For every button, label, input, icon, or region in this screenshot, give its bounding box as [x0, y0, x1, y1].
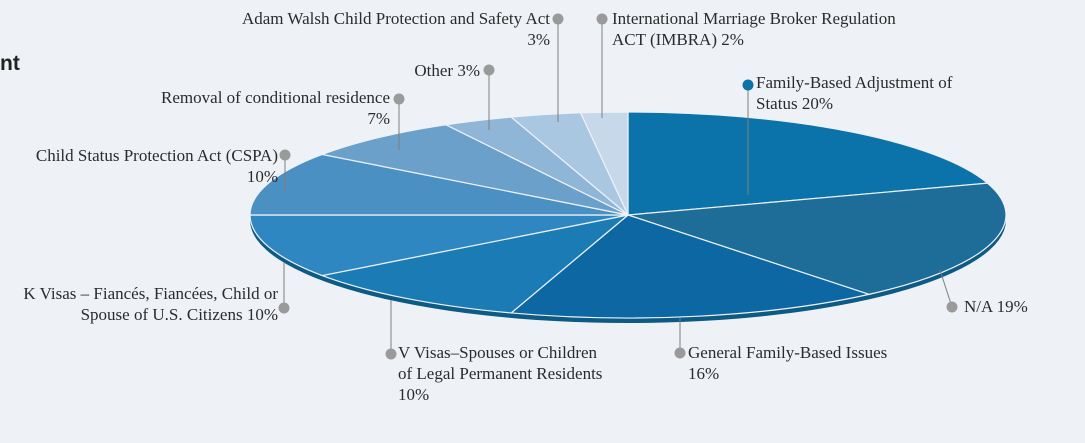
slice-label: General Family-Based Issues 16%	[688, 342, 918, 384]
leader-dot	[596, 13, 608, 25]
label-name: General Family-Based Issues	[688, 343, 888, 362]
slice-label: Adam Walsh Child Protection and Safety A…	[230, 8, 550, 50]
label-value: 20%	[801, 94, 833, 113]
label-value: 10%	[246, 305, 278, 324]
label-name: Other	[414, 61, 454, 80]
label-name: Family-Based Adjustment of Status	[756, 73, 953, 113]
leader-dot	[279, 149, 291, 161]
label-value: 7%	[367, 109, 390, 128]
pie-slice	[249, 214, 629, 277]
leader-dot	[278, 302, 290, 314]
label-name: K Visas – Fiancés, Fiancées, Child or Sp…	[23, 284, 278, 324]
slice-label: Removal of conditional residence 7%	[140, 87, 390, 129]
label-value: 3%	[457, 61, 480, 80]
leader-dot	[742, 79, 754, 91]
slice-label: N/A 19%	[964, 296, 1084, 317]
label-value: 3%	[527, 30, 550, 49]
label-value: 2%	[721, 30, 744, 49]
label-value: 19%	[996, 297, 1028, 316]
leader-dot	[674, 347, 686, 359]
leader-dot	[393, 93, 405, 105]
label-value: 10%	[246, 167, 278, 186]
pie-slice	[579, 111, 629, 216]
slice-label: V Visas–Spouses or Children of Legal Per…	[398, 342, 608, 405]
chart-title: nt	[0, 52, 20, 75]
slice-label: International Marriage Broker Regulation…	[612, 8, 932, 50]
label-name: Adam Walsh Child Protection and Safety A…	[241, 9, 550, 28]
label-name: Removal of conditional residence	[161, 88, 390, 107]
slice-label: K Visas – Fiancés, Fiancées, Child or Sp…	[10, 283, 278, 325]
leader-dot	[552, 13, 564, 25]
leader-line	[939, 269, 953, 308]
leader-dot	[385, 348, 397, 360]
label-name: International Marriage Broker Regulation…	[612, 9, 896, 49]
pie-slice	[509, 214, 872, 319]
label-value: 10%	[398, 385, 430, 404]
label-value: 16%	[688, 364, 720, 383]
pie-slice	[627, 182, 1007, 295]
leader-dot	[946, 301, 958, 313]
label-name: N/A	[964, 297, 993, 316]
pie-slice	[249, 153, 629, 216]
slice-label: Child Status Protection Act (CSPA) 10%	[10, 145, 278, 187]
label-name: Child Status Protection Act (CSPA)	[35, 146, 278, 165]
slice-label: Family-Based Adjustment of Status 20%	[756, 72, 986, 114]
leader-dot	[483, 64, 495, 76]
pie-slice	[320, 214, 629, 314]
pie-slice	[627, 111, 989, 216]
label-name: V Visas–Spouses or Children of Legal Per…	[398, 343, 603, 383]
slice-label: Other 3%	[300, 60, 480, 81]
